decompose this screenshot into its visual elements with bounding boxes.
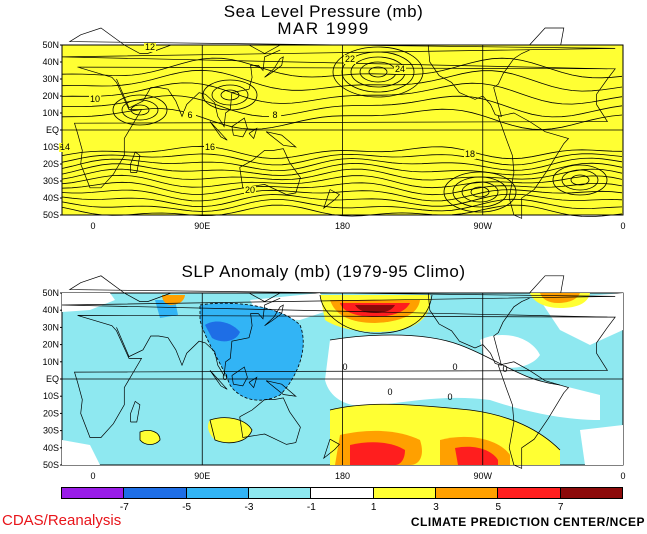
credit-label: CLIMATE PREDICTION CENTER/NCEP [410,515,645,529]
contour-label: 24 [395,64,405,74]
lon-label: 90W [473,471,492,481]
lon-label: 0 [90,471,95,481]
contour-label: 0 [502,364,507,374]
colorbar-tick-label: -5 [182,502,192,513]
lat-label: 40S [43,443,59,453]
contour-label: 22 [345,54,355,64]
data-source-label: CDAS/Reanalysis [2,512,122,529]
panel1-subtitle: MAR 1999 [277,19,370,38]
anomaly-panel: 000 000 50N40N30N20N10NEQ10S20S30S40S50S … [42,275,626,481]
lon-label: 0 [620,221,625,231]
contour-label: 0 [342,362,347,372]
contour-label: 20 [245,185,255,195]
lat-label: EQ [46,125,59,135]
lat-label: 40S [43,193,59,203]
anomaly-colorbar [61,487,623,499]
colorbar-tick-label: -1 [306,502,316,513]
anomaly-contours [139,294,561,451]
lat-label: 10N [42,108,59,118]
anomaly-gridlines [62,293,623,465]
contour-label: 0 [452,362,457,372]
lat-label: 30S [43,176,59,186]
colorbar-swatch [559,487,623,499]
contour-label: 6 [187,110,192,120]
slp-lat-labels: 50N 40N 30N 20N 10N EQ 10S 20S 30S 40S 50S [42,40,62,220]
lat-label: 40N [42,57,59,67]
contour-label: 0 [387,387,392,397]
colorbar-tick-label: 5 [495,502,502,513]
lat-label: 20N [42,340,59,350]
slp-lon-labels: 0 90E 180 90W 0 [90,221,625,231]
anomaly-shading [62,293,623,465]
colorbar-swatch [497,487,561,499]
contour-label: 8 [272,110,277,120]
lon-label: 90W [473,221,492,231]
contour-label: 10 [90,94,100,104]
lat-label: 10N [42,357,59,367]
colorbar-swatch [61,487,125,499]
lat-label: 50S [43,210,59,220]
anomaly-contour-labels: 0 0 0 0 0 0 [222,362,507,402]
lon-label: 180 [335,221,350,231]
colorbar-swatch [185,487,249,499]
colorbar-tick-label: -7 [119,502,129,513]
anomaly-lat-labels: 50N 40N 30N 20N 10N EQ 10S 20S 30S 40S 50S [42,288,62,470]
lat-label: 10S [43,391,59,401]
slp-contours [61,46,623,218]
lat-label: 50S [43,460,59,470]
lat-label: EQ [46,374,59,384]
lon-label: 180 [335,471,350,481]
lat-label: 30N [42,74,59,84]
lat-label: 20S [43,408,59,418]
colorbar-swatch [123,487,187,499]
lat-label: 30N [42,322,59,332]
lon-label: 90E [194,221,210,231]
contour-label: 14 [60,142,70,152]
lat-label: 30S [43,426,59,436]
lon-label: 0 [620,471,625,481]
panel1-title: Sea Level Pressure (mb) [223,2,424,21]
lat-label: 20N [42,91,59,101]
colorbar-swatch [434,487,499,499]
lon-label: 90E [194,471,210,481]
lat-label: 40N [42,305,59,315]
contour-label: 12 [145,42,155,52]
contour-label: 18 [465,149,475,159]
colorbar-swatch [310,487,374,499]
colorbar-tick-label: 7 [557,502,564,513]
slp-panel: 12 14 16 18 10 8 6 20 22 24 50N 40N 30N 20N 10N EQ 10S 2… [42,27,626,231]
contour-label: 0 [447,392,452,402]
colorbar-swatch [247,487,312,499]
contour-label: 16 [205,142,215,152]
anomaly-lon-labels: 0 90E 180 90W 0 [90,471,625,481]
slp-gridlines [62,45,623,215]
contour-label: 0 [222,372,227,382]
lat-label: 10S [43,142,59,152]
colorbar-tick-label: 3 [433,502,439,513]
lat-label: 50N [42,288,59,298]
lat-label: 20S [43,159,59,169]
panel2-title: SLP Anomaly (mb) (1979-95 Climo) [181,262,466,281]
slp-contour-labels: 12 14 16 18 10 8 6 20 22 24 [59,42,476,195]
lat-label: 50N [42,40,59,50]
colorbar-tick-label: 1 [370,502,377,513]
lon-label: 0 [90,221,95,231]
colorbar-swatch [372,487,436,499]
colorbar-tick-label: -3 [244,502,254,513]
